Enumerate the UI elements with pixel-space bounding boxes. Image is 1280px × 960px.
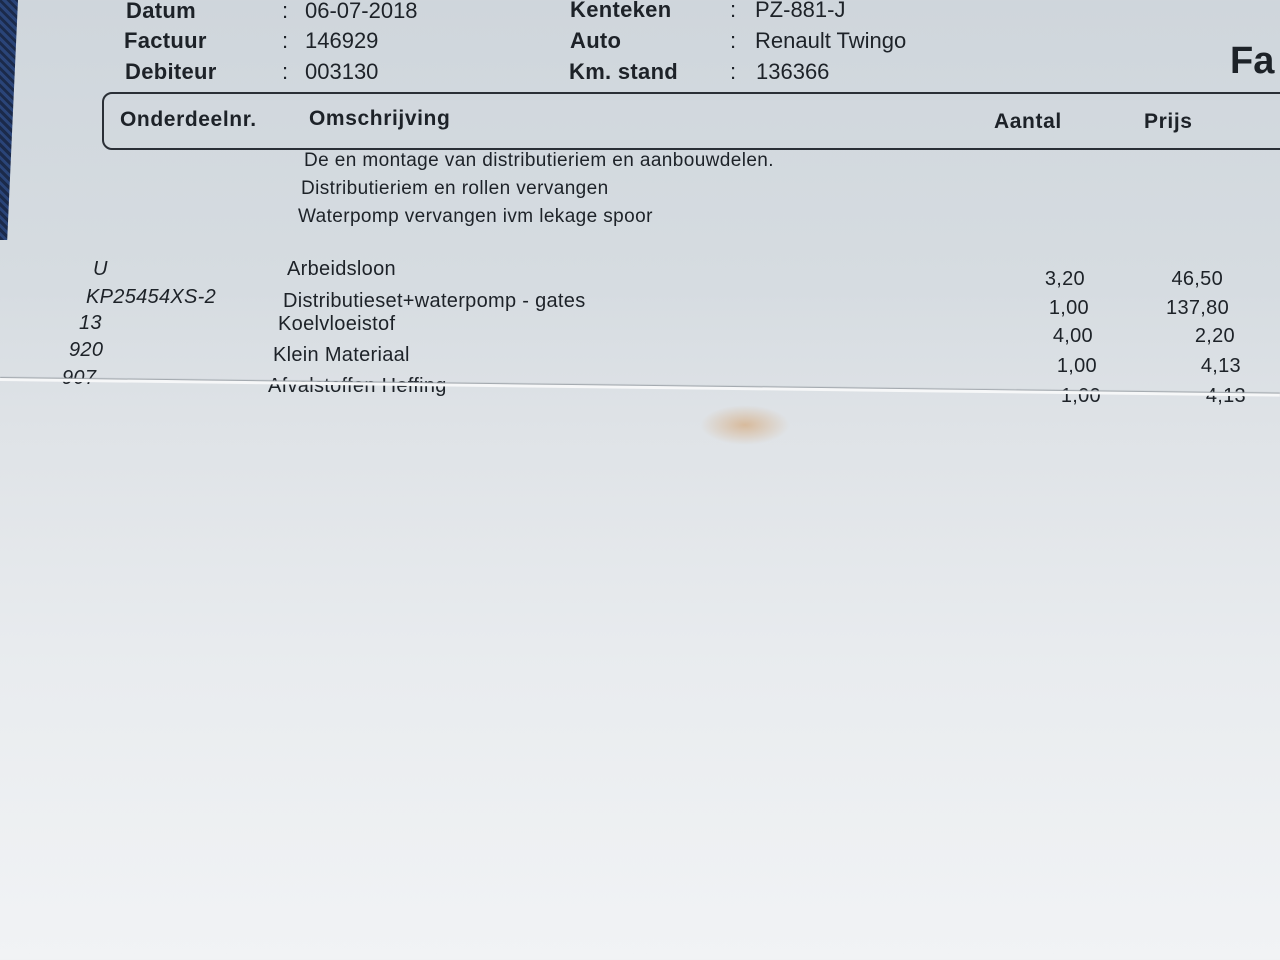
row-description: Distributieset+waterpomp - gates [283, 290, 586, 312]
row-code: 907 [62, 367, 96, 390]
row-description: Klein Materiaal [273, 344, 410, 366]
label-debiteur: Debiteur [125, 59, 217, 84]
value-kenteken: PZ-881-J [755, 0, 846, 22]
row-description: Arbeidsloon [287, 258, 396, 280]
value-datum: 06-07-2018 [305, 0, 418, 23]
col-omschrijving: Omschrijving [309, 107, 451, 130]
sep: : [730, 28, 737, 53]
background-fabric [0, 0, 18, 240]
document-title: Fa [1230, 40, 1275, 82]
col-aantal: Aantal [994, 110, 1062, 133]
row-qty: 1,00 [1056, 355, 1097, 377]
row-code: 920 [69, 339, 104, 361]
sep: : [282, 0, 289, 23]
label-kenteken: Kenteken [570, 0, 672, 22]
table-header-box [102, 92, 1280, 150]
row-price: 2,20 [1194, 325, 1235, 347]
value-km-stand: 136366 [756, 59, 830, 84]
row-code: KP25454XS-2 [86, 286, 217, 308]
row-price: 46,50 [1171, 268, 1223, 290]
row-price: 4,13 [1205, 385, 1246, 407]
col-onderdeelnr: Onderdeelnr. [120, 108, 257, 131]
note-line: De en montage van distributieriem en aan… [304, 150, 774, 171]
note-line: Distributieriem en rollen vervangen [301, 178, 609, 199]
sep: : [282, 59, 289, 84]
sep: : [730, 59, 737, 84]
row-price: 137,80 [1166, 297, 1229, 319]
row-qty: 4,00 [1052, 325, 1093, 347]
paper-stain [700, 405, 790, 445]
label-auto: Auto [570, 28, 622, 53]
row-qty: 1,00 [1048, 297, 1089, 319]
row-description: Afvalstoffen Heffing [268, 375, 447, 397]
label-km-stand: Km. stand [569, 59, 679, 84]
value-auto: Renault Twingo [755, 28, 907, 53]
label-datum: Datum [126, 0, 196, 23]
note-line: Waterpomp vervangen ivm lekage spoor [298, 206, 653, 227]
row-description: Koelvloeistof [278, 313, 396, 335]
label-factuur: Factuur [124, 28, 207, 53]
row-code: 13 [79, 312, 102, 334]
sep: : [282, 28, 289, 53]
value-debiteur: 003130 [305, 59, 379, 84]
sep: : [730, 0, 737, 22]
row-code: U [93, 258, 108, 280]
row-qty: 3,20 [1044, 268, 1085, 290]
col-prijs: Prijs [1144, 110, 1193, 133]
row-price: 4,13 [1200, 355, 1241, 377]
value-factuur: 146929 [305, 28, 379, 53]
row-qty: 1,00 [1060, 385, 1101, 407]
